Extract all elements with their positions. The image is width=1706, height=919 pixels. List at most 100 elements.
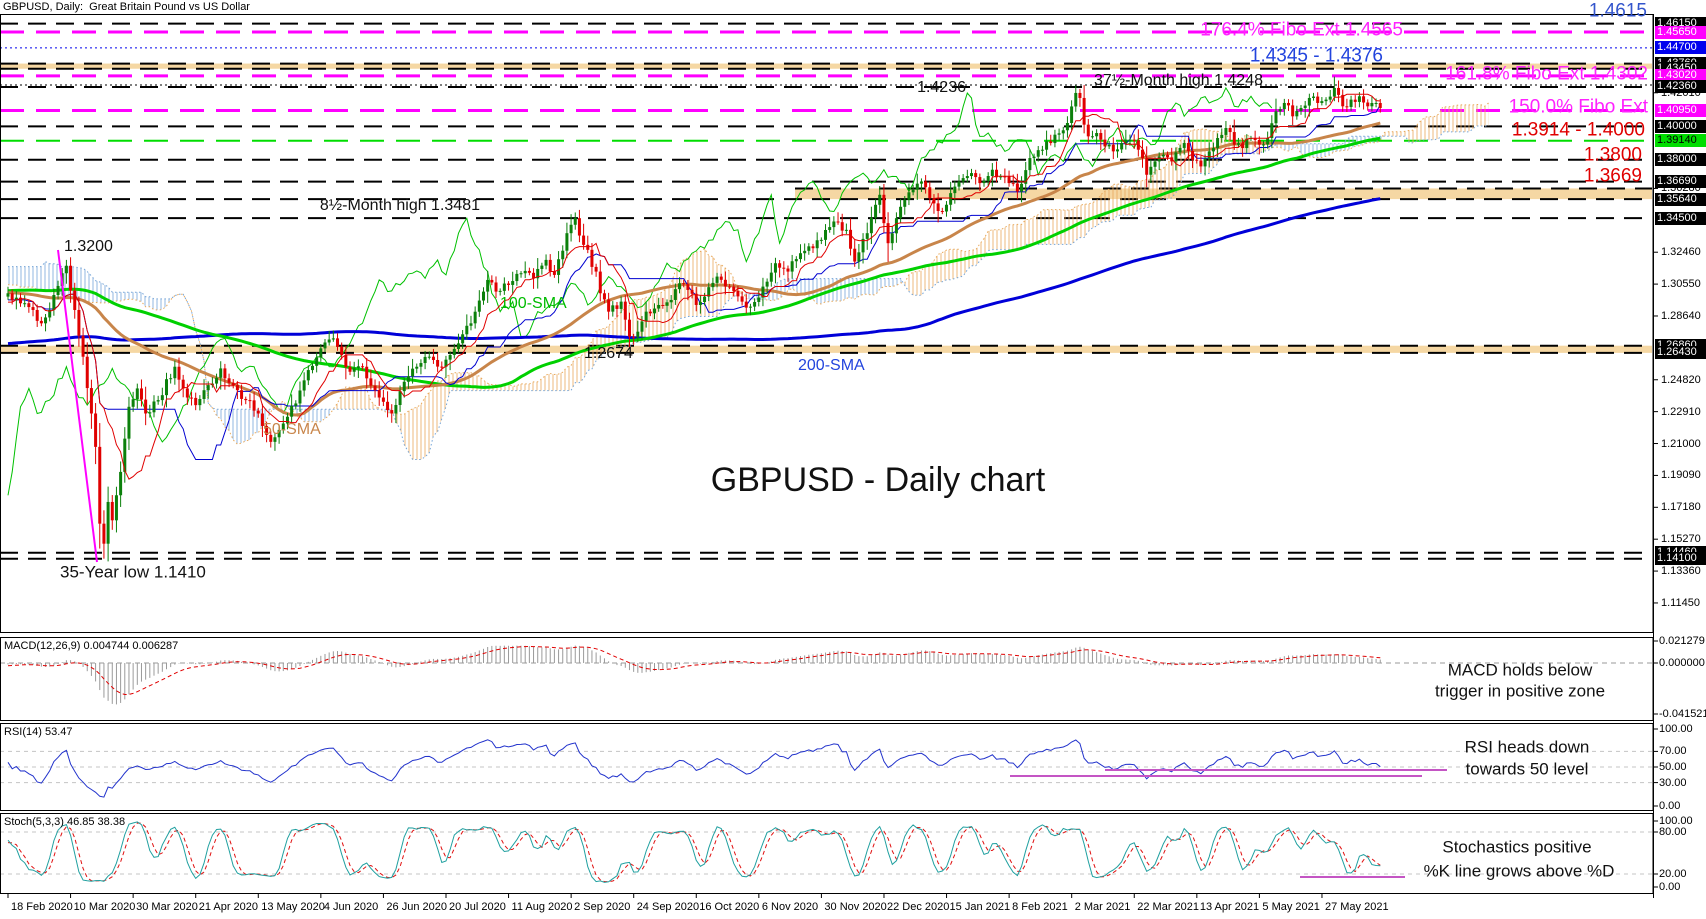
panel-border <box>0 14 1654 633</box>
price-tick-label: 1.17180 <box>1661 501 1701 514</box>
chikou-span <box>7 86 1273 496</box>
date-label: 20 Jul 2020 <box>448 901 506 913</box>
chart-annotation: 1.4345 - 1.4376 <box>1249 45 1383 67</box>
sma-200 <box>7 197 1381 346</box>
indicator-scale-label: -0.041521 <box>1659 708 1706 720</box>
rsi-panel <box>1 739 1652 798</box>
date-label: 6 Nov 2020 <box>761 901 819 913</box>
price-badge: 1.45650 <box>1655 25 1706 39</box>
chart-annotation: RSI heads down <box>1464 737 1590 757</box>
stoch-panel <box>1 821 1652 883</box>
indicator-scale-label: 0.021279 <box>1659 635 1705 647</box>
indicator-scale-label: 20.00 <box>1659 868 1687 880</box>
chart-annotation: GBPUSD - Daily chart <box>710 461 1046 499</box>
support-resistance-band <box>1 63 1652 69</box>
indicator-scale-label: 0.000000 <box>1659 657 1705 669</box>
date-label: 13 Apr 2021 <box>1199 901 1260 913</box>
date-label: 27 May 2021 <box>1324 901 1389 913</box>
price-tick-label: 1.32460 <box>1661 246 1701 259</box>
price-badge: 1.36690 <box>1655 175 1706 189</box>
price-tick-label: 1.30550 <box>1661 278 1701 291</box>
price-tick-label: 1.24820 <box>1661 373 1701 386</box>
date-label: 18 Feb 2020 <box>11 901 73 913</box>
price-tick-label: 1.15270 <box>1661 533 1701 546</box>
indicator-scale-label: 100.00 <box>1659 815 1693 827</box>
stoch-k-line <box>7 821 1381 883</box>
macd-panel <box>1 645 1652 705</box>
chart-annotation: 1.3200 <box>64 238 113 255</box>
date-label: 22 Mar 2021 <box>1137 901 1200 913</box>
date-label: 22 Dec 2020 <box>886 901 950 913</box>
price-badge: 1.34500 <box>1655 211 1706 225</box>
main-price-panel <box>1 22 1652 563</box>
chart-annotation: 1.3914 - 1.4000 <box>1511 119 1645 141</box>
indicator-scale-label: 50.00 <box>1659 761 1687 773</box>
date-label: 4 Jun 2020 <box>323 901 379 913</box>
date-label: 13 May 2020 <box>261 901 325 913</box>
date-label: 26 Jun 2020 <box>386 901 447 913</box>
rsi-line <box>7 739 1381 798</box>
chart-annotation: 1.2674 <box>584 345 633 362</box>
sma-100 <box>7 136 1381 389</box>
chart-annotation: 161.8% Fibo Ext 1.4302 <box>1445 63 1648 85</box>
chart-annotation: 37½-Month high 1.4248 <box>1093 72 1263 89</box>
chart-annotation: towards 50 level <box>1465 759 1589 779</box>
price-tick-label: 1.22910 <box>1661 405 1701 418</box>
date-label: 30 Mar 2020 <box>136 901 198 913</box>
chart-annotation: 1.3800 <box>1583 144 1642 166</box>
ichimoku-cloud-bullish <box>174 102 1489 460</box>
indicator-scale-label: 100.00 <box>1659 723 1693 735</box>
indicator-scale-label: 80.00 <box>1659 826 1687 838</box>
price-badge: 1.38000 <box>1655 153 1706 167</box>
date-label: 8 Feb 2021 <box>1012 901 1068 913</box>
chart-title: GBPUSD, Daily: Great Britain Pound vs US… <box>3 1 250 13</box>
senkou-span-a <box>7 102 1490 445</box>
support-resistance-band <box>1 345 1652 353</box>
tenkan-sen <box>8 93 1381 480</box>
indicator-scale-label: 70.00 <box>1659 745 1687 758</box>
candlestick-series <box>6 76 1382 562</box>
panel-border <box>0 637 1654 721</box>
price-tick-label: 1.19090 <box>1661 469 1701 482</box>
price-badge: 1.40000 <box>1655 119 1706 133</box>
stoch-indicator-label: Stoch(5,3,3) 46.85 38.38 <box>4 816 126 828</box>
support-resistance-band <box>795 188 1652 200</box>
chart-annotation: 150.0% Fibo Ext <box>1508 96 1648 118</box>
panel-border <box>0 813 1654 894</box>
date-label: 15 Jan 2021 <box>949 901 1011 913</box>
price-badge: 1.40950 <box>1655 103 1706 117</box>
indicator-scale-label: 0.00 <box>1659 800 1681 812</box>
date-label: 30 Nov 2020 <box>824 901 887 913</box>
chart-annotation: 8½-Month high 1.3481 <box>319 197 480 214</box>
rsi-indicator-label: RSI(14) 53.47 <box>4 726 73 738</box>
macd-indicator-label: MACD(12,26,9) 0.004744 0.006287 <box>4 640 179 652</box>
chart-annotation: 1.4615 <box>1588 0 1647 22</box>
date-label: 16 Oct 2020 <box>699 901 760 913</box>
chart-annotation: 1.4236 <box>917 79 966 96</box>
chart-annotation: 100-SMA <box>500 295 567 312</box>
chart-annotation: 1.3669 <box>1583 165 1642 187</box>
price-tick-label: 1.13360 <box>1661 565 1701 578</box>
date-label: 21 Apr 2020 <box>198 901 259 913</box>
chart-annotation: Stochastics positive <box>1442 837 1592 857</box>
kijun-sen <box>8 104 1381 460</box>
chart-annotation: 200-SMA <box>798 357 865 374</box>
date-label: 11 Aug 2020 <box>511 901 573 913</box>
macd-signal-line <box>7 645 1381 696</box>
price-badge: 1.43020 <box>1655 69 1706 83</box>
price-badge: 1.39140 <box>1655 134 1706 148</box>
chart-annotation: trigger in positive zone <box>1434 681 1606 701</box>
price-tick-label: 1.11450 <box>1661 596 1700 609</box>
date-label: 5 May 2021 <box>1262 901 1320 913</box>
price-badge: 1.14100 <box>1655 552 1706 566</box>
chart-annotation: MACD holds below <box>1447 660 1593 680</box>
price-tick-label: 1.28640 <box>1661 309 1701 322</box>
indicator-scale-label: 0.00 <box>1659 881 1681 893</box>
price-badge: 1.42360 <box>1655 80 1706 94</box>
price-badge: 1.35640 <box>1655 192 1706 206</box>
price-badge: 1.26430 <box>1655 346 1706 360</box>
chart-annotation: 50-SMA <box>263 421 321 438</box>
crash-trendline <box>57 249 98 563</box>
